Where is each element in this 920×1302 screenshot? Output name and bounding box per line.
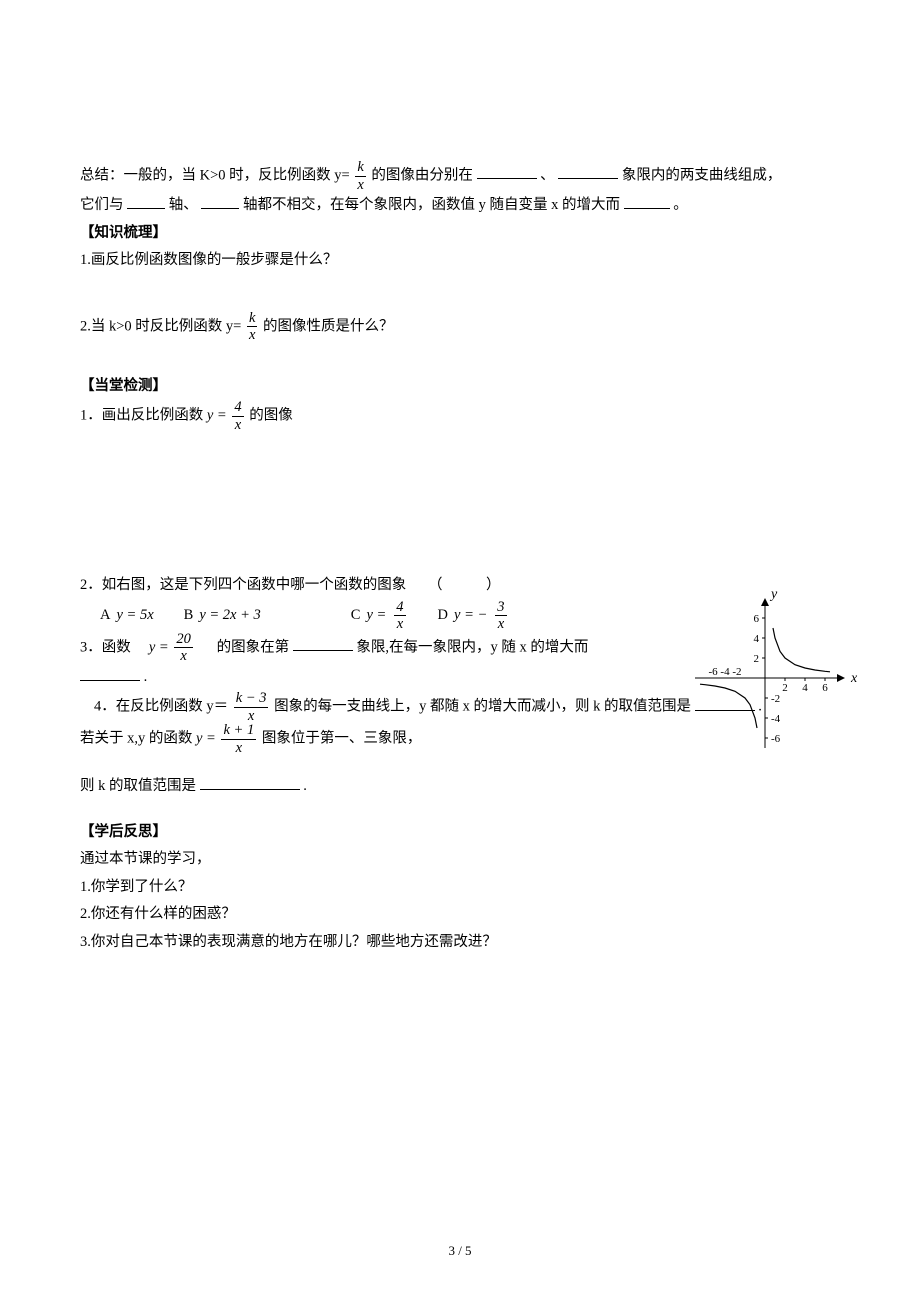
- blank: [477, 164, 537, 180]
- q4-2-lhs: y =: [196, 731, 216, 747]
- q3-lhs: y =: [149, 639, 169, 655]
- summary-line2: 它们与 轴、 轴都不相交，在每个象限内，函数值 y 随自变量 x 的增大而 。: [80, 192, 840, 220]
- knowledge-q1: 1.画反比例函数图像的一般步骤是什么？: [80, 247, 840, 275]
- opt-b: B y = 2x + 3: [184, 600, 261, 632]
- summary-mid: 的图像由分别在: [371, 167, 473, 183]
- q2-text: 2．如右图，这是下列四个函数中哪一个函数的图象 （ ）: [80, 577, 501, 593]
- blank: [201, 194, 239, 210]
- svg-text:2: 2: [782, 682, 788, 694]
- page-number: 3 / 5: [0, 1239, 920, 1264]
- knowledge-q2b: 的图像性质是什么？: [263, 318, 394, 334]
- summary-l2b: 轴、: [169, 197, 198, 213]
- optc-frac: 4 x: [394, 600, 405, 632]
- summary-frac: k x: [355, 160, 365, 192]
- reflect-l3: 2.你还有什么样的困惑？: [80, 901, 840, 929]
- q4-2-frac: k + 1 x: [221, 723, 256, 755]
- blank: [80, 665, 140, 681]
- knowledge-q2-frac: k x: [247, 311, 257, 343]
- svg-text:2: 2: [754, 653, 760, 665]
- test-title: 【当堂检测】: [80, 373, 840, 401]
- spacer: [80, 755, 840, 773]
- q4a: 4．在反比例函数 y＝: [94, 699, 228, 715]
- q4b: 图象的每一支曲线上，y 都随 x 的增大而减小，则 k 的取值范围是: [274, 699, 691, 715]
- spacer: [80, 801, 840, 819]
- svg-text:4: 4: [802, 682, 808, 694]
- svg-text:6: 6: [822, 682, 828, 694]
- blank: [624, 194, 670, 210]
- svg-text:6: 6: [754, 613, 760, 625]
- q1-lhs: y =: [207, 408, 227, 424]
- opt-a: A y = 5x: [100, 600, 154, 632]
- reflect-title: 【学后反思】: [80, 819, 840, 847]
- summary-l2d: 。: [673, 197, 688, 213]
- spacer: [80, 343, 840, 373]
- q1a: 1．画出反比例函数: [80, 408, 203, 424]
- test-q1: 1．画出反比例函数 y = 4 x 的图像: [80, 400, 840, 432]
- knowledge-q2: 2.当 k>0 时反比例函数 y= k x 的图像性质是什么？: [80, 311, 840, 343]
- hyperbola-graph: 246-6 -4 -2246-2-4-6xy: [670, 608, 860, 748]
- summary-l2c: 轴都不相交，在每个象限内，函数值 y 随自变量 x 的增大而: [243, 197, 620, 213]
- svg-text:-6 -4 -2: -6 -4 -2: [709, 666, 742, 678]
- svg-text:y: y: [769, 587, 778, 602]
- summary-pre: 总结：一般的，当 K>0 时，反比例函数 y=: [80, 167, 350, 183]
- test-q2: 2．如右图，这是下列四个函数中哪一个函数的图象 （ ）: [80, 572, 650, 600]
- svg-text:-2: -2: [771, 693, 780, 705]
- q4-3b: .: [303, 778, 307, 794]
- q4-2b: 图象位于第一、三象限，: [262, 731, 422, 747]
- opt-d: D y = − 3 x: [438, 600, 509, 632]
- svg-text:-6: -6: [771, 733, 781, 745]
- reflect-l1: 通过本节课的学习，: [80, 846, 840, 874]
- summary-after: 象限内的两支曲线组成，: [622, 167, 782, 183]
- reflect-l4: 3.你对自己本节课的表现满意的地方在哪儿？哪些地方还需改进？: [80, 929, 840, 957]
- q1b: 的图像: [249, 408, 293, 424]
- q3c: 象限,在每一象限内，y 随 x 的增大而: [356, 639, 588, 655]
- test-q3: 3．函数 y = 20 x 的图象在第 象限,在每一象限内，y 随 x 的增大而: [80, 632, 650, 664]
- svg-text:x: x: [850, 671, 858, 686]
- blank: [293, 636, 353, 652]
- q2-options: A y = 5x B y = 2x + 3 C y = 4 x D y = − …: [80, 600, 670, 632]
- svg-text:4: 4: [754, 633, 760, 645]
- q3-frac: 20 x: [174, 632, 193, 664]
- summary-sep1: 、: [540, 167, 555, 183]
- q4-frac: k − 3 x: [234, 691, 269, 723]
- blank: [127, 194, 165, 210]
- graph-svg: 246-6 -4 -2246-2-4-6xy: [670, 608, 860, 748]
- opt-c: C y = 4 x: [351, 600, 408, 632]
- q3b: 的图象在第: [198, 639, 289, 655]
- q1-frac: 4 x: [232, 400, 243, 432]
- blank: [200, 775, 300, 791]
- page: 总结：一般的，当 K>0 时，反比例函数 y= k x 的图像由分别在 、 象限…: [0, 0, 920, 1302]
- blank: [558, 164, 618, 180]
- test-q4-3: 则 k 的取值范围是 .: [80, 773, 840, 801]
- spacer: [80, 432, 840, 572]
- q3a: 3．函数: [80, 639, 145, 655]
- summary-line1: 总结：一般的，当 K>0 时，反比例函数 y= k x 的图像由分别在 、 象限…: [80, 160, 840, 192]
- knowledge-q2a: 2.当 k>0 时反比例函数 y=: [80, 318, 241, 334]
- optd-frac: 3 x: [495, 600, 506, 632]
- spacer: [80, 275, 840, 311]
- knowledge-title: 【知识梳理】: [80, 220, 840, 248]
- reflect-l2: 1.你学到了什么？: [80, 874, 840, 902]
- q4-3a: 则 k 的取值范围是: [80, 778, 196, 794]
- q4-2a: 若关于 x,y 的函数: [80, 731, 192, 747]
- summary-l2a: 它们与: [80, 197, 124, 213]
- q3d: .: [144, 669, 148, 685]
- svg-text:-4: -4: [771, 713, 781, 725]
